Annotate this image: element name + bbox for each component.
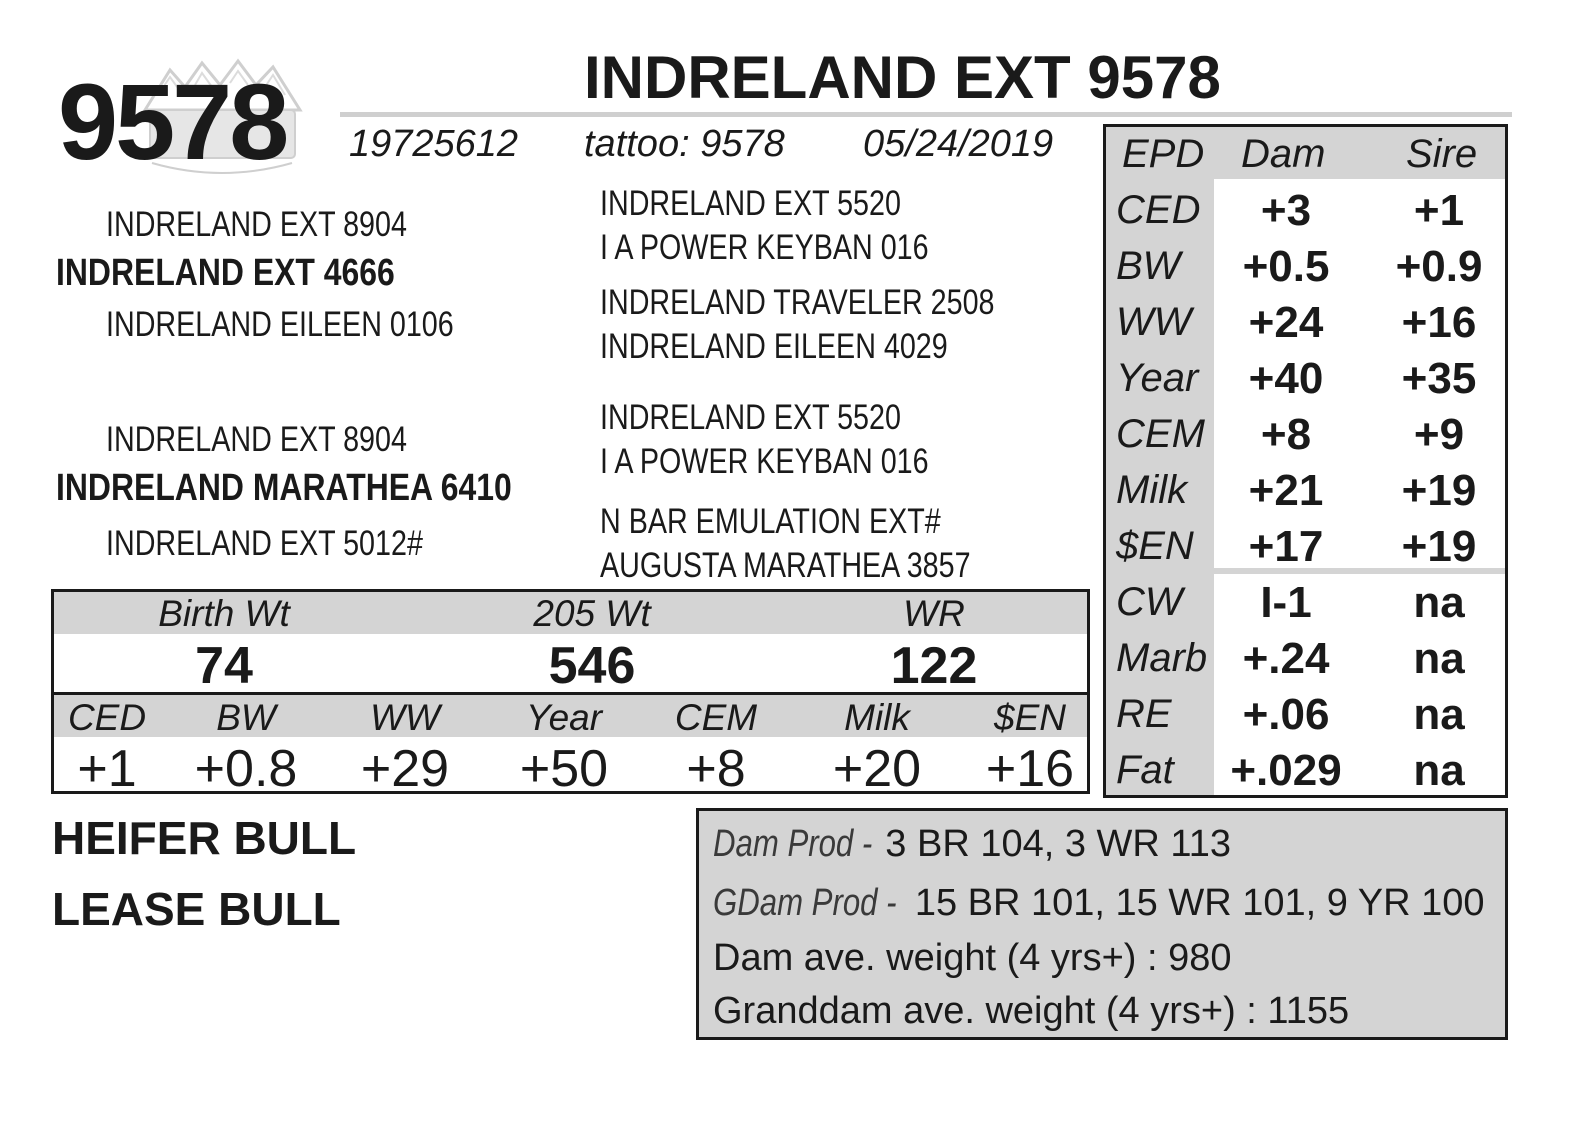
performance-header-band	[54, 592, 1087, 634]
pedigree-sire-dam-sire: INDRELAND TRAVELER 2508	[600, 283, 995, 322]
epd-row-trait: Marb	[1116, 636, 1208, 680]
pedigree-sire-dam-dam: INDRELAND EILEEN 4029	[600, 327, 948, 366]
dam-prod-value: 3 BR 104, 3 WR 113	[885, 823, 1231, 865]
epd-header-epd: EPD	[1122, 132, 1205, 176]
calf-epd-label-bw: BW	[216, 697, 276, 738]
epd-row-sire: +16	[1401, 298, 1477, 347]
epd-row-dam: +8	[1260, 410, 1312, 459]
epd-row-sire: +9	[1413, 410, 1465, 459]
tattoo: tattoo: 9578	[584, 123, 785, 165]
pedigree-sire-dam: INDRELAND EILEEN 0106	[106, 305, 454, 344]
calf-epd-label-ced: CED	[67, 697, 147, 738]
animal-name: INDRELAND EXT 9578	[584, 44, 1221, 111]
birth-date: 05/24/2019	[863, 123, 1054, 165]
epd-row-dam: +.06	[1242, 690, 1330, 739]
epd-row-sire: +19	[1401, 466, 1477, 515]
epd-row-dam: +40	[1248, 354, 1324, 403]
calf-epd-label-ww: WW	[370, 697, 440, 738]
registration-number: 19725612	[349, 123, 519, 165]
epd-row-trait: $EN	[1116, 524, 1194, 568]
epd-row-trait: Fat	[1116, 748, 1174, 792]
heifer-bull-tag: HEIFER BULL	[52, 812, 357, 864]
calf-epd-value-bw: +0.8	[194, 740, 298, 798]
gdam-prod-label: GDam Prod -	[713, 882, 897, 924]
epd-row-trait: RE	[1116, 692, 1172, 736]
calf-epd-value-ced: +1	[77, 740, 137, 798]
epd-row-dam: +.029	[1230, 746, 1342, 795]
calf-epd-value-en: +16	[985, 740, 1075, 798]
pedigree-dam-sire: INDRELAND EXT 8904	[106, 420, 407, 459]
dam-prod-label: Dam Prod -	[713, 823, 873, 865]
epd-table: EPD Dam Sire CED +3 +1 BW +0.5 +0.9 WW +…	[1103, 124, 1508, 798]
calf-epd-value-year: +50	[519, 740, 609, 798]
pedigree-sire-sire: INDRELAND EXT 8904	[106, 205, 407, 244]
pedigree-dam-dam-sire: N BAR EMULATION EXT#	[600, 502, 941, 541]
epd-row-dam: +17	[1248, 522, 1324, 571]
production-box: Dam Prod - 3 BR 104, 3 WR 113 GDam Prod …	[696, 808, 1508, 1040]
epd-table-white-block-bottom	[1214, 574, 1505, 795]
dam-ave-weight: Dam ave. weight (4 yrs+) : 980	[713, 937, 1232, 979]
calf-epd-label-milk: Milk	[844, 697, 910, 738]
pedigree-sire: INDRELAND EXT 4666	[56, 252, 395, 294]
pedigree-sire-sire-sire: INDRELAND EXT 5520	[600, 184, 901, 223]
epd-row-sire: +1	[1413, 186, 1465, 235]
epd-row-trait: CEM	[1116, 412, 1205, 456]
granddam-ave-weight: Granddam ave. weight (4 yrs+) : 1155	[713, 990, 1350, 1032]
pedigree-dam-sire-sire: INDRELAND EXT 5520	[600, 398, 901, 437]
dam-prod-line: Dam Prod - 3 BR 104, 3 WR 113	[713, 825, 1231, 863]
calf-epd-value-cem: +8	[686, 740, 746, 798]
lease-bull-tag: LEASE BULL	[52, 883, 341, 935]
epd-row-sire: na	[1413, 578, 1465, 627]
performance-label-birth-wt: Birth Wt	[158, 593, 290, 634]
epd-row-dam: +24	[1248, 298, 1324, 347]
epd-row-trait: WW	[1116, 300, 1192, 344]
epd-row-trait: CW	[1116, 580, 1183, 624]
calf-epd-value-ww: +29	[360, 740, 450, 798]
performance-value-birth-wt: 74	[195, 637, 253, 695]
epd-table-white-block-top	[1214, 179, 1505, 568]
epd-row-sire: na	[1413, 634, 1465, 683]
calf-epd-label-cem: CEM	[674, 697, 758, 738]
epd-row-dam: +.24	[1242, 634, 1330, 683]
lot-number: 9578	[58, 61, 289, 182]
epd-header-dam: Dam	[1241, 132, 1326, 176]
gdam-prod-line: GDam Prod - 15 BR 101, 15 WR 101, 9 YR 1…	[713, 884, 1484, 922]
calf-epd-label-year: Year	[525, 697, 603, 738]
epd-row-sire: na	[1413, 746, 1465, 795]
epd-row-dam: I-1	[1260, 578, 1312, 627]
pedigree-dam-sire-dam: I A POWER KEYBAN 016	[600, 442, 929, 481]
epd-row-sire: na	[1413, 690, 1465, 739]
epd-row-trait: Year	[1116, 356, 1199, 400]
calf-epd-header-band	[54, 695, 1087, 737]
epd-row-dam: +0.5	[1242, 242, 1330, 291]
performance-value-wr: 122	[890, 637, 978, 695]
pedigree-dam-dam: INDRELAND EXT 5012#	[106, 524, 423, 563]
epd-row-sire: +0.9	[1395, 242, 1483, 291]
epd-row-trait: BW	[1116, 244, 1181, 288]
performance-divider	[54, 692, 1087, 695]
epd-row-dam: +3	[1260, 186, 1312, 235]
pedigree-sire-sire-dam: I A POWER KEYBAN 016	[600, 228, 929, 267]
epd-header-sire: Sire	[1406, 132, 1478, 176]
header-divider	[340, 112, 1512, 117]
epd-row-sire: +35	[1401, 354, 1477, 403]
pedigree-dam-dam-dam: AUGUSTA MARATHEA 3857	[600, 546, 971, 585]
performance-box: Birth Wt 205 Wt WR 74 546 122 CED BW WW …	[51, 589, 1090, 798]
performance-label-205-wt: 205 Wt	[533, 593, 651, 634]
epd-row-trait: CED	[1116, 188, 1201, 232]
epd-row-trait: Milk	[1116, 468, 1188, 512]
calf-epd-value-milk: +20	[832, 740, 922, 798]
gdam-prod-value: 15 BR 101, 15 WR 101, 9 YR 100	[914, 882, 1485, 924]
performance-value-205-wt: 546	[548, 637, 636, 695]
calf-epd-label-en: $EN	[994, 697, 1066, 738]
pedigree-dam: INDRELAND MARATHEA 6410	[56, 467, 512, 509]
epd-row-dam: +21	[1248, 466, 1324, 515]
epd-row-sire: +19	[1401, 522, 1477, 571]
ranch-logo-icon	[140, 55, 305, 185]
performance-label-wr: WR	[903, 593, 965, 634]
